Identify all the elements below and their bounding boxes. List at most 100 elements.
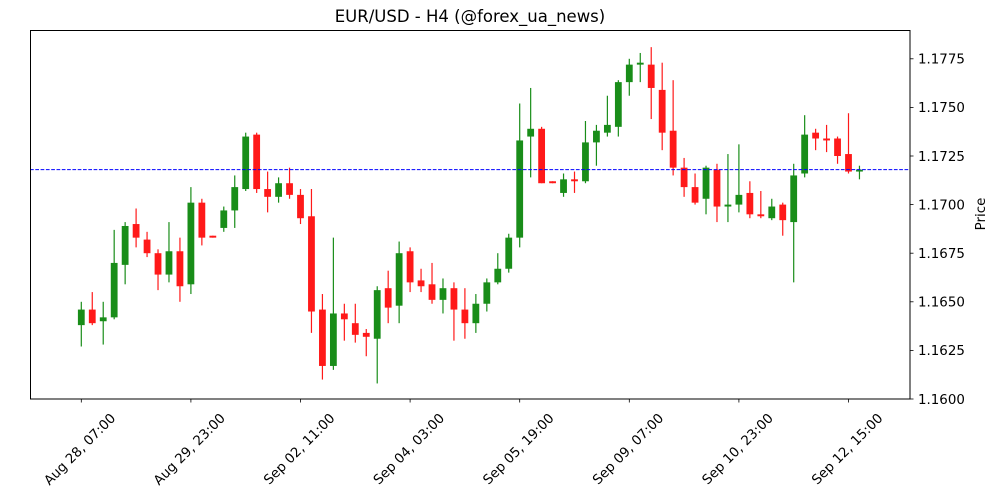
bearish-candle [680,157,688,197]
candle-body [746,192,754,215]
bearish-candle [461,288,469,339]
candle-body [735,194,743,205]
candle-body [231,187,239,211]
bearish-candle [264,171,272,213]
bearish-candle [319,294,326,380]
y-tick-label: 1.1700 [918,198,965,213]
candle-body [582,142,589,182]
y-tick-label: 1.1625 [918,344,965,359]
candle-body [658,89,666,133]
bullish-candle [516,103,524,248]
candle-body [856,169,863,172]
candle-body [779,204,787,221]
candle-body [220,210,228,228]
bullish-candle [483,278,491,312]
plot-area [30,30,911,400]
bearish-candle [362,329,370,357]
candle-body [790,175,798,223]
candle-body [439,288,447,300]
bullish-candle [735,144,743,213]
bullish-candle [220,206,228,232]
bearish-candle [88,292,96,326]
candle-body [691,187,699,203]
bullish-candle [593,124,600,166]
candle-body [308,216,315,312]
bullish-candle [187,187,195,295]
y-tick-label: 1.1775 [918,53,965,68]
candle-body [406,251,414,283]
y-tick-label: 1.1600 [918,393,965,408]
bullish-candle [275,177,282,203]
bullish-candle [373,286,381,384]
bullish-candle [329,237,337,370]
bullish-candle [582,121,589,184]
candle-body [384,288,392,308]
candle-body [99,317,107,322]
candle-body [636,62,644,65]
bearish-candle [658,62,666,151]
y-axis-label: Price [974,198,989,231]
candle-body [395,253,403,306]
axes-background [30,30,910,399]
candle-body [351,323,359,335]
candle-body [560,179,567,193]
candle-body [505,237,513,269]
candle-body [669,130,677,168]
bearish-candle [154,249,162,291]
candle-body [702,167,710,199]
candle-body [625,64,633,83]
candle-body [812,132,820,139]
bullish-candle [165,222,173,283]
candle-body [154,253,162,275]
y-axis: 1.1600 1.1625 1.1650 1.1675 1.1700 1.1725 1.17… [910,53,965,408]
bearish-candle [253,132,261,193]
bearish-candle [549,181,556,184]
candle-body [647,64,655,88]
bearish-candle [143,231,151,258]
bearish-candle [834,136,841,164]
candle-body [417,280,425,287]
bearish-candle [428,262,436,304]
candle-body [428,284,436,300]
bearish-candle [406,247,414,293]
bullish-candle [110,229,118,320]
candle-body [88,309,96,324]
bearish-candle [340,303,348,341]
bullish-candle [724,154,732,223]
candle-body [614,82,622,127]
bearish-candle [209,235,217,238]
bearish-candle [450,282,458,341]
axes-frame [30,30,911,400]
candle-body [319,309,326,366]
bearish-candle [308,189,315,333]
candle-body [834,138,841,156]
candles [77,47,863,384]
y-tick-label: 1.1750 [918,101,965,116]
bullish-candle [768,198,776,221]
candle-body [845,154,852,172]
candle-body [768,206,776,219]
candle-body [483,282,491,304]
candle-body [603,124,611,133]
y-tick-label: 1.1675 [918,247,965,262]
candle-body [176,251,184,287]
bullish-candle [505,233,513,273]
candle-body [264,189,272,197]
bearish-candle [757,190,765,219]
bullish-candle [625,58,633,96]
candle-body [253,134,261,190]
candle-body [823,138,830,141]
candle-body [516,140,524,238]
candle-body [538,128,546,184]
candle-body [329,313,337,366]
candle-body [77,309,85,326]
candle-body [527,128,535,137]
chart-title: EUR/USD - H4 (@forex_ua_news) [335,7,605,27]
bullish-candle [99,301,107,345]
bullish-candle [790,163,798,283]
candle-body [801,134,809,174]
candle-body [209,235,217,238]
bearish-candle [417,268,425,293]
bearish-candle [746,181,754,219]
